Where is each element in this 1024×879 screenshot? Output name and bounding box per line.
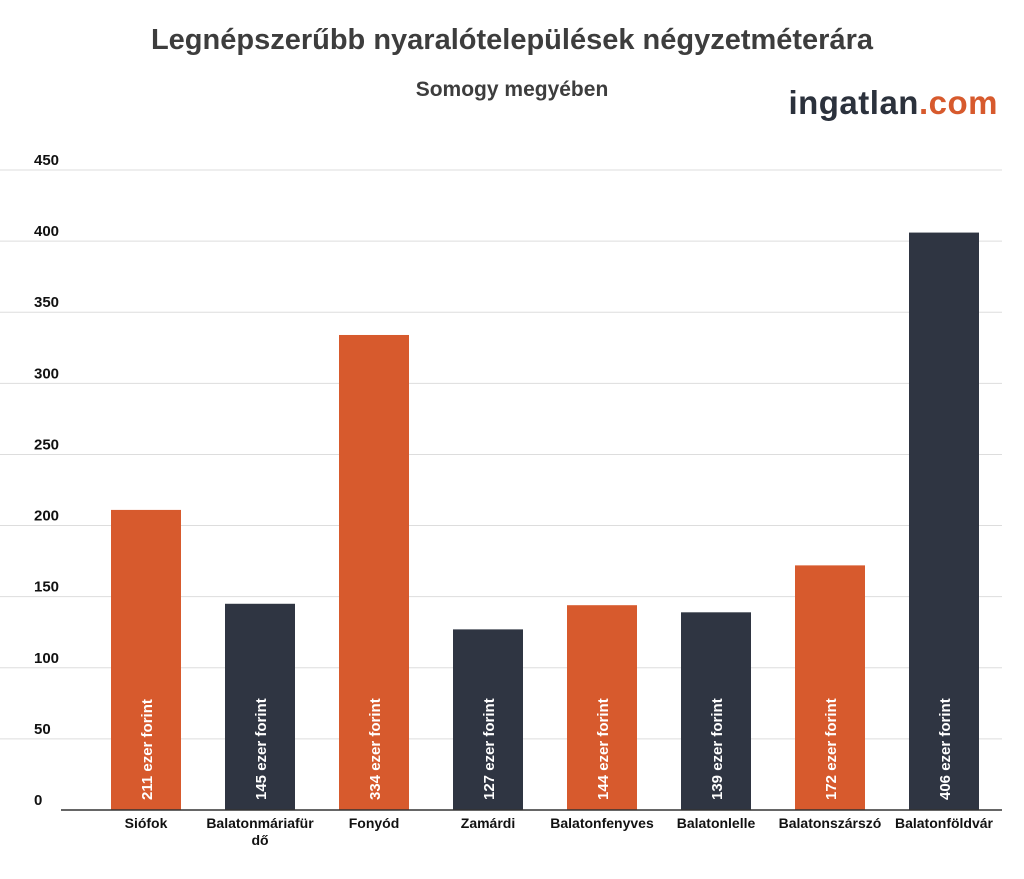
- x-tick-label: Zamárdi: [461, 815, 515, 831]
- bar: [795, 565, 865, 810]
- bar: [681, 612, 751, 810]
- x-axis-ticks: Siófok Balatonmáriafür dő Fonyód Zamárdi Bala…: [125, 815, 994, 848]
- y-tick-label: 0: [34, 792, 42, 809]
- bars: 211 ezer forint 145 ezer forint 334 ezer f…: [111, 232, 979, 811]
- x-tick-label: Siófok: [125, 815, 168, 831]
- bar: [453, 629, 523, 810]
- x-tick-label: Balatonföldvár: [895, 815, 994, 831]
- bar-data-label: 144 ezer forint: [595, 698, 612, 800]
- y-tick-label: 200: [34, 508, 59, 525]
- chart-title: Legnépszerűbb nyaralótelepülések négyzet…: [150, 24, 874, 56]
- bar-data-label: 211 ezer forint: [139, 699, 156, 800]
- y-tick-label: 250: [34, 436, 59, 453]
- x-tick-label: Balatonfenyves: [550, 815, 654, 831]
- x-tick-label: Fonyód: [349, 815, 400, 831]
- y-axis-ticks: 0 50 100 150 200 250 300 350 400 450: [34, 152, 59, 809]
- x-tick-label: Balatonlelle: [677, 815, 756, 831]
- bar: [909, 232, 979, 811]
- x-tick-label: Balatonszárszó: [779, 815, 882, 831]
- y-tick-label: 450: [34, 152, 59, 169]
- bar-data-label: 139 ezer forint: [709, 698, 726, 800]
- bar-data-label: 127 ezer forint: [481, 698, 498, 800]
- y-tick-label: 100: [34, 650, 59, 667]
- y-tick-label: 300: [34, 365, 59, 382]
- bar-data-label: 406 ezer forint: [937, 698, 954, 800]
- y-tick-label: 350: [34, 294, 59, 311]
- bar-data-label: 334 ezer forint: [367, 698, 384, 800]
- y-tick-label: 50: [34, 721, 51, 738]
- bar-data-label: 172 ezer forint: [823, 698, 840, 800]
- y-tick-label: 150: [34, 579, 59, 596]
- chart-subtitle: Somogy megyében: [415, 78, 609, 101]
- bar-data-label: 145 ezer forint: [253, 698, 270, 800]
- logo-tld-text: .com: [918, 84, 998, 121]
- bar: [339, 334, 409, 810]
- brand-logo: ingatlan.com: [788, 84, 998, 122]
- logo-main-text: ingatlan: [788, 84, 919, 121]
- bar: [111, 509, 181, 810]
- bar: [225, 603, 295, 810]
- bar: [567, 605, 637, 810]
- y-tick-label: 400: [34, 223, 59, 240]
- x-tick-label: Balatonmáriafür dő: [206, 815, 314, 848]
